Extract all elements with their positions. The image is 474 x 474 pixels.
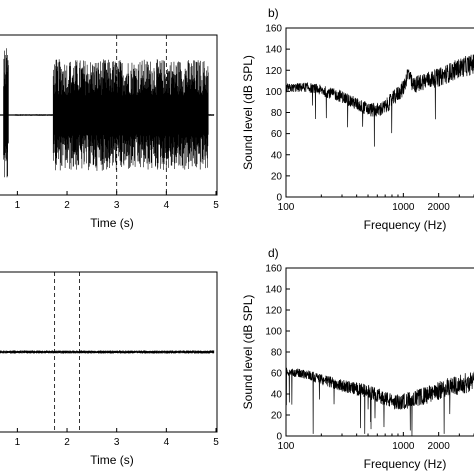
y-tick-label: 40 — [271, 150, 283, 161]
panel-b-spectrum: 0 20 40 60 80 100 120 140 160 100 1000 2000 Frequenc… — [241, 6, 474, 232]
x-tick-label: 2 — [64, 200, 70, 211]
x-tick-label: 3 — [114, 200, 120, 211]
x-tick-label: 3 — [114, 437, 120, 448]
spectrum-series-line — [285, 54, 474, 147]
panel-d-spectrum: 0 20 40 60 80 100 120 140 160 100 1000 2000 Frequenc… — [241, 246, 474, 471]
x-tick-label: 100 — [278, 441, 295, 452]
x-tick-label: 5 — [213, 200, 219, 211]
x-tick-label: 100 — [278, 202, 295, 213]
x-tick-label: 4 — [164, 200, 170, 211]
x-tick-label: 2000 — [428, 202, 451, 213]
x-tick-label: 1000 — [392, 441, 415, 452]
waveform-series-line — [0, 48, 215, 178]
y-tick-label: 160 — [265, 24, 282, 35]
y-tick-label: 160 — [265, 264, 282, 275]
y-axis-label: Sound level (dB SPL) — [241, 295, 255, 410]
y-tick-label: 120 — [265, 306, 282, 317]
x-axis-label: Time (s) — [90, 453, 134, 467]
y-tick-label: 60 — [271, 369, 283, 380]
x-tick-label: 1 — [15, 437, 21, 448]
y-tick-label: 20 — [271, 411, 283, 422]
x-tick-label: 5 — [213, 437, 219, 448]
x-axis-label: Frequency (Hz) — [364, 218, 447, 232]
y-tick-label: 140 — [265, 285, 282, 296]
y-tick-label: 80 — [271, 348, 283, 359]
x-tick-label: 1 — [15, 200, 21, 211]
panel-a-waveform: 1 2 3 4 5 Time (s) — [0, 34, 219, 230]
panel-c-waveform: 1 2 3 4 5 Time (s) — [0, 271, 219, 467]
plot-frame — [0, 34, 218, 196]
y-tick-label: 0 — [276, 193, 282, 204]
y-tick-label: 20 — [271, 171, 283, 182]
panel-label: b) — [268, 6, 279, 20]
spectrum-series-line — [285, 367, 474, 437]
plot-frame — [285, 267, 474, 437]
x-axis-label: Time (s) — [90, 216, 134, 230]
y-tick-label: 140 — [265, 45, 282, 56]
y-tick-label: 60 — [271, 129, 283, 140]
y-tick-label: 120 — [265, 66, 282, 77]
panel-label: d) — [268, 246, 279, 260]
x-tick-label: 2000 — [428, 441, 451, 452]
y-tick-label: 80 — [271, 108, 283, 119]
y-tick-label: 0 — [276, 432, 282, 443]
y-tick-label: 40 — [271, 390, 283, 401]
x-tick-label: 2 — [64, 437, 70, 448]
x-tick-label: 4 — [164, 437, 170, 448]
plot-frame — [0, 271, 218, 433]
waveform-series-line — [0, 350, 215, 354]
y-tick-label: 100 — [265, 87, 282, 98]
y-axis-label: Sound level (dB SPL) — [241, 55, 255, 170]
x-axis-label: Frequency (Hz) — [364, 457, 447, 471]
x-tick-label: 1000 — [392, 202, 415, 213]
y-tick-label: 100 — [265, 327, 282, 338]
